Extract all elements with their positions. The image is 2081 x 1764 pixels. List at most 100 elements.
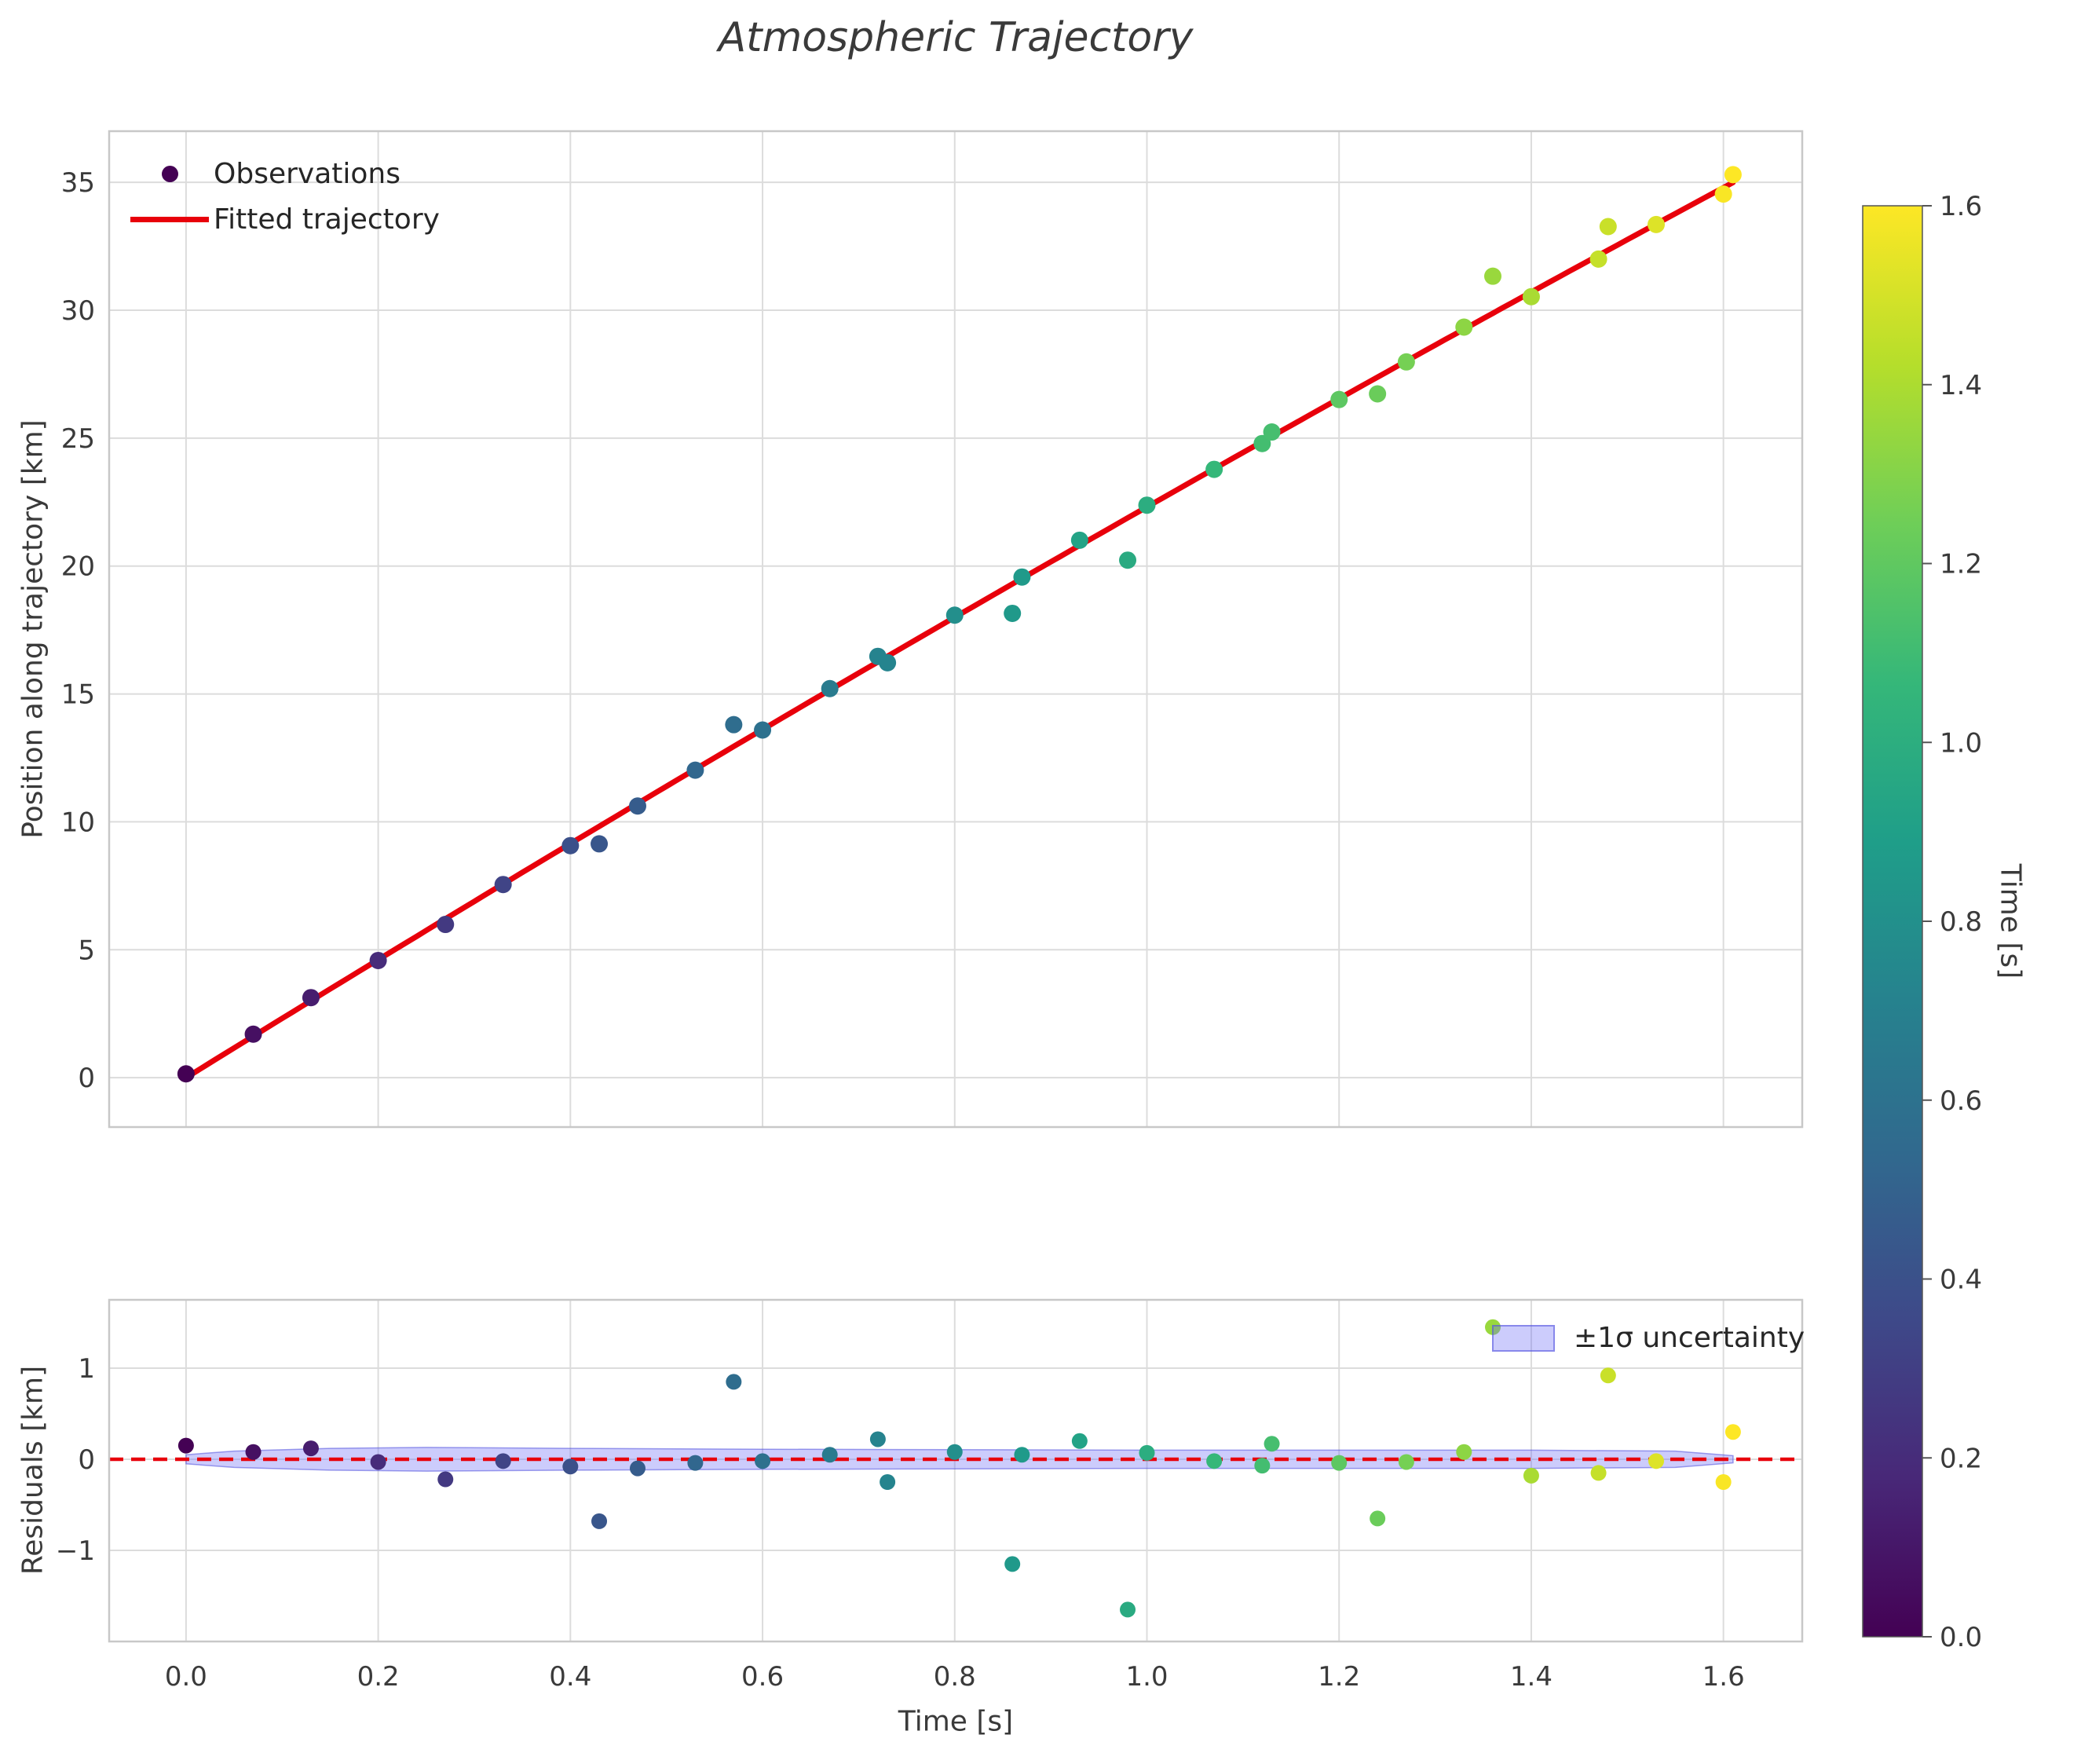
svg-text:1: 1 [78, 1353, 95, 1385]
svg-text:0.6: 0.6 [741, 1661, 784, 1693]
svg-text:0.2: 0.2 [1940, 1443, 1982, 1474]
residual-point [1648, 1453, 1665, 1469]
residual-point [1456, 1444, 1472, 1460]
svg-text:0.0: 0.0 [165, 1661, 207, 1693]
residual-point [1331, 1455, 1348, 1471]
observation-point [1599, 218, 1617, 236]
residual-point [1590, 1465, 1607, 1481]
residual-point [1523, 1467, 1539, 1484]
residual-point [1724, 1424, 1741, 1440]
residual-point [591, 1513, 608, 1529]
uncertainty-legend-label: ±1σ uncertainty [1574, 1322, 1805, 1354]
residual-point [1370, 1510, 1386, 1527]
observation-point [1330, 390, 1348, 408]
observation-point [1724, 166, 1742, 184]
svg-text:20: 20 [61, 551, 95, 583]
observation-point [1522, 287, 1540, 306]
observation-point [821, 679, 839, 697]
svg-text:15: 15 [61, 679, 95, 711]
observation-point [561, 836, 580, 855]
observation-point [686, 761, 704, 779]
observation-point [1589, 250, 1607, 268]
observation-point [1119, 551, 1137, 569]
observation-point [725, 715, 743, 734]
svg-text:0.2: 0.2 [357, 1661, 400, 1693]
svg-text:1.0: 1.0 [1125, 1661, 1168, 1693]
legend-entry-fit: Fitted trajectory [126, 196, 440, 242]
observation-point [1070, 531, 1088, 549]
residual-point [1120, 1601, 1136, 1618]
svg-text:0.6: 0.6 [1940, 1085, 1982, 1117]
observation-point [1004, 604, 1022, 622]
observation-point [1369, 385, 1387, 403]
residual-point [562, 1458, 579, 1475]
svg-text:1.4: 1.4 [1940, 370, 1982, 401]
uncertainty-patch-icon [1492, 1324, 1555, 1352]
residual-point [687, 1455, 704, 1471]
observation-point [1138, 496, 1156, 514]
observation-point [754, 721, 772, 739]
svg-text:0: 0 [78, 1063, 95, 1094]
residual-point [1715, 1474, 1732, 1490]
residual-point [1600, 1367, 1616, 1384]
residual-point [821, 1447, 838, 1463]
observation-point [1013, 568, 1031, 586]
observation-point [879, 653, 897, 672]
top-legend: Observations Fitted trajectory [126, 151, 440, 242]
observation-point [628, 797, 646, 815]
observation-point [591, 835, 609, 853]
observation-point [244, 1025, 262, 1043]
residual-point [1254, 1458, 1271, 1474]
observation-point [177, 1065, 195, 1083]
svg-text:0.4: 0.4 [1940, 1264, 1982, 1296]
svg-text:5: 5 [78, 935, 95, 966]
observation-point [494, 876, 512, 894]
residual-point [1139, 1444, 1155, 1461]
svg-text:0.4: 0.4 [549, 1661, 591, 1693]
colorbar [1862, 205, 1923, 1638]
observation-point [1263, 423, 1281, 441]
observations-legend-label: Observations [214, 157, 400, 190]
residual-point [302, 1440, 319, 1457]
fit-line-marker-icon [130, 216, 209, 222]
residual-point [1206, 1453, 1223, 1469]
observation-point [302, 989, 320, 1007]
residual-point [1071, 1433, 1088, 1449]
chart-title: Atmospheric Trajectory [718, 14, 1194, 61]
residual-point [726, 1374, 742, 1390]
observation-point [1397, 353, 1415, 371]
residual-point [370, 1454, 386, 1470]
top-ylabel: Position along trajectory [km] [16, 419, 49, 839]
fit-legend-label: Fitted trajectory [214, 203, 440, 236]
observation-point [1714, 185, 1732, 203]
residual-point [880, 1474, 896, 1490]
svg-text:−1: −1 [56, 1535, 95, 1567]
residual-point [869, 1431, 886, 1447]
svg-text:0.0: 0.0 [1940, 1622, 1982, 1653]
svg-text:1.2: 1.2 [1318, 1661, 1360, 1693]
observation-point [437, 916, 455, 934]
residual-legend: ±1σ uncertainty [1492, 1322, 1805, 1354]
svg-text:0.8: 0.8 [1940, 906, 1982, 938]
svg-text:1.4: 1.4 [1510, 1661, 1553, 1693]
svg-text:1.2: 1.2 [1940, 549, 1982, 580]
fitted-trajectory-line [183, 179, 1736, 1081]
residual-point [946, 1444, 963, 1460]
svg-text:0.8: 0.8 [934, 1661, 976, 1693]
observation-point [1483, 267, 1501, 285]
residual-point [755, 1453, 771, 1469]
observation-point [369, 951, 387, 969]
svg-text:10: 10 [61, 807, 95, 838]
residual-point [1004, 1556, 1021, 1572]
svg-text:0: 0 [78, 1444, 95, 1476]
svg-text:1.0: 1.0 [1940, 727, 1982, 759]
observation-point [945, 606, 964, 624]
observations-marker-icon [161, 165, 178, 182]
observation-point [1455, 318, 1473, 336]
legend-entry-observations: Observations [126, 151, 440, 196]
x-axis-label: Time [s] [898, 1705, 1014, 1738]
residual-point [629, 1460, 646, 1477]
residual-point [495, 1453, 511, 1469]
svg-text:30: 30 [61, 295, 95, 327]
